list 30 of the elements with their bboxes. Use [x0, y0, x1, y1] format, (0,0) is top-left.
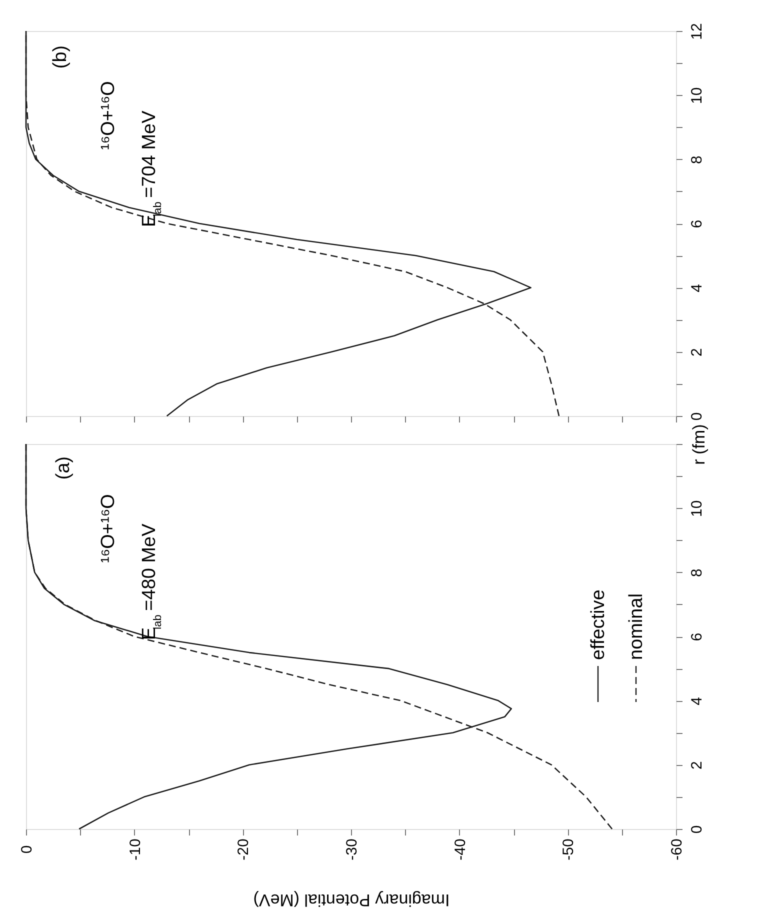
y-tick-label: 8: [688, 156, 706, 164]
x-tick-label: -20: [235, 838, 252, 860]
x-tick-label: -10: [126, 838, 144, 860]
y-tick-label: 6: [688, 220, 706, 228]
annotation: Elab=704 MeV: [139, 110, 164, 227]
x-tick-label: -40: [452, 838, 469, 860]
y-tick-label: 0: [688, 825, 706, 834]
y-tick-label: 10: [688, 87, 706, 104]
text: nominal: [626, 593, 647, 660]
y-tick-label: 10: [688, 500, 706, 518]
y-tick-label: 12: [688, 23, 706, 40]
annotation: Elab=480 MeV: [139, 523, 164, 640]
x-axis-title: Imaginary Potential (MeV): [253, 890, 450, 910]
x-tick-label: -30: [344, 838, 360, 860]
y-tick-label: 2: [688, 761, 706, 770]
x-tick-label: 0: [18, 845, 36, 854]
y-tick-label: 4: [688, 696, 706, 706]
y-axis-title: r (fm): [690, 424, 708, 465]
annotation: (b): [50, 45, 71, 69]
y-tick-label: 2: [688, 348, 706, 357]
x-tick-label: -60: [668, 838, 686, 860]
x-tick-label: -50: [560, 838, 578, 860]
text: effective: [588, 590, 609, 660]
annotation: ¹⁶O+¹⁶O: [98, 494, 119, 563]
y-tick-label: 6: [688, 632, 706, 642]
annotation: ¹⁶O+¹⁶O: [98, 81, 119, 150]
y-tick-label: 0: [688, 412, 706, 421]
y-tick-label: 4: [688, 284, 706, 292]
y-tick-label: 8: [688, 568, 706, 578]
annotation: (a): [53, 456, 74, 480]
